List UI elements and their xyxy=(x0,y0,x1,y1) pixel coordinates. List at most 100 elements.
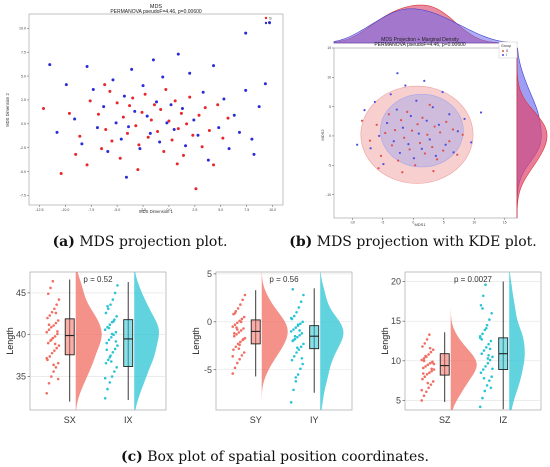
box-point-iy xyxy=(295,351,298,354)
caption-a-label: (a) xyxy=(53,234,75,250)
mds-point-s xyxy=(59,171,63,175)
kde-point-s xyxy=(423,152,426,155)
mds-point-i xyxy=(158,140,162,144)
box-point-sz xyxy=(422,394,426,398)
box-point-ix xyxy=(115,366,118,369)
mds-point-s xyxy=(197,113,201,117)
mds-point-s xyxy=(175,162,179,166)
kde-point-s xyxy=(416,123,419,126)
mds-point-s xyxy=(194,187,198,191)
caption-c-text: Box plot of spatial position coordinates… xyxy=(143,449,429,465)
box-point-iy xyxy=(292,355,296,358)
mds-point-s xyxy=(200,145,204,149)
box-point-sy xyxy=(236,328,239,331)
box-point-sz xyxy=(430,369,433,373)
kde-point-s xyxy=(375,123,378,126)
box-point-iy xyxy=(301,320,304,324)
box-plot-y: -5 0 5 Length p = 0.56 SY IY xyxy=(191,269,353,425)
box-y-tick-label: 15 xyxy=(391,316,401,326)
box-point-sx xyxy=(46,316,49,320)
box-point-iy xyxy=(297,348,301,351)
box-point-sx xyxy=(50,375,53,378)
box-point-iz xyxy=(488,379,491,382)
mds-point-s xyxy=(188,95,192,99)
box-point-iy xyxy=(290,358,294,362)
box-point-iz xyxy=(480,352,484,355)
mds-point-i xyxy=(73,117,77,121)
mds-point-s xyxy=(167,119,171,123)
mds-point-s xyxy=(179,111,183,115)
caption-b: (b) MDS projection with KDE plot. xyxy=(289,234,537,250)
box-point-iz xyxy=(478,334,482,338)
box-point-sx xyxy=(50,310,54,314)
kde-x-tick-label: -10 xyxy=(350,221,355,225)
box-point-iz xyxy=(489,386,493,390)
mds-point-i xyxy=(161,75,165,79)
kde-y-tick-label: 10 xyxy=(327,76,331,80)
box-point-sy xyxy=(233,366,237,370)
kde-x-tick-label: 0 xyxy=(412,221,414,225)
box-point-sx xyxy=(50,338,53,342)
box-point-sz xyxy=(420,388,424,392)
mds-point-i xyxy=(172,128,176,132)
kde-point-i xyxy=(415,99,418,102)
mds-point-i xyxy=(122,94,126,98)
mds-legend-marker-i xyxy=(264,21,268,25)
box-point-sz xyxy=(423,342,427,345)
kde-point-i xyxy=(437,123,441,126)
box-category-label-iz: IZ xyxy=(499,415,508,425)
box-point-iz xyxy=(481,368,485,371)
kde-point-s xyxy=(379,154,383,157)
box-point-sy xyxy=(242,337,245,341)
mds-point-s xyxy=(74,152,78,156)
box-point-sy xyxy=(231,372,235,375)
box-point-ix xyxy=(106,304,109,308)
kde-point-i xyxy=(428,138,431,141)
box-point-ix xyxy=(105,348,109,352)
mds-point-s xyxy=(78,134,82,138)
mds-x-tick-label: 0.0 xyxy=(166,208,171,212)
box-point-iy xyxy=(296,335,299,339)
mds-x-tick-label: -7.5 xyxy=(88,208,94,212)
mds-point-i xyxy=(127,125,131,129)
box-point-sx xyxy=(53,307,56,311)
box-point-sy xyxy=(232,332,236,335)
mds-y-tick-label: 7.5 xyxy=(21,50,26,54)
box-point-sx xyxy=(49,286,52,290)
box-point-sz xyxy=(425,373,429,376)
box-point-ix xyxy=(112,320,115,323)
kde-legend-label-s: S xyxy=(506,49,509,53)
box-category-label-iy: IY xyxy=(310,415,319,425)
box-point-iy xyxy=(292,338,295,342)
mds-point-i xyxy=(252,152,256,156)
mds-point-i xyxy=(106,150,110,154)
caption-b-label: (b) xyxy=(289,234,312,250)
kde-point-i xyxy=(417,132,420,135)
box-point-iy xyxy=(295,310,298,314)
mds-point-s xyxy=(108,89,112,93)
box-point-iz xyxy=(482,376,486,380)
mds-point-s xyxy=(152,103,156,107)
mds-y-tick-label: -5.0 xyxy=(20,170,26,174)
kde-point-s xyxy=(401,171,404,174)
box-point-sx xyxy=(56,332,59,336)
mds-point-s xyxy=(136,168,140,172)
kde-x-tick-label: 10 xyxy=(472,221,476,225)
box-point-iy xyxy=(296,323,300,327)
box-point-sx xyxy=(57,344,61,347)
box-point-iz xyxy=(482,349,486,352)
box-point-ix xyxy=(111,298,115,301)
mds-x-tick-label: 7.5 xyxy=(244,208,249,212)
box-point-ix xyxy=(114,330,118,334)
box-point-ix xyxy=(108,323,112,326)
box-half-violin-ix xyxy=(134,272,159,410)
kde-legend-marker-s xyxy=(502,50,504,52)
mds-point-s xyxy=(104,128,108,132)
box-point-sz xyxy=(421,377,424,381)
box-point-sy xyxy=(234,345,238,349)
box-point-iy xyxy=(291,287,295,291)
box-y-tick-label: 0 xyxy=(207,317,212,327)
mds-point-s xyxy=(191,133,195,137)
box-y-axis-label: Length xyxy=(380,327,390,355)
box-point-sx xyxy=(45,330,49,334)
